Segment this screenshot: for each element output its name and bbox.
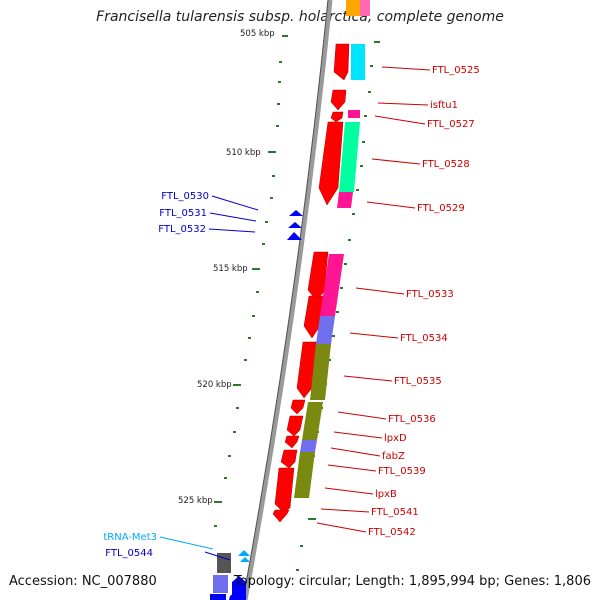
cog-box-slate-3 [213,575,228,593]
accession-text: Accession: NC_007880 [9,574,157,589]
gene-label-fabz: fabZ [382,451,405,462]
gene-label-ftl0541: FTL_0541 [371,507,419,518]
right-gene-labels: FTL_0525 isftu1 FTL_0527 FTL_0528 FTL_05… [368,65,480,538]
genome-backbone-shadow [242,0,329,600]
gene-label-trna-met3: tRNA-Met3 [103,532,157,543]
gene-arrow-ftl0544 [232,576,246,596]
gene-arrow-lpxb [274,467,295,513]
scale-label-520: 520 kbp [197,380,232,390]
gene-arrow-ftl0531 [288,222,302,228]
scale-labels: 505 kbp 510 kbp 515 kbp 520 kbp 525 kbp [178,29,275,506]
cog-box-slate-2 [300,440,317,452]
cog-box-pink-top [360,0,370,16]
cog-box-magenta [337,192,353,208]
gene-label-ftl0528: FTL_0528 [422,159,470,170]
scale-label-515: 515 kbp [213,264,248,274]
gene-label-ftl0531: FTL_0531 [159,208,207,219]
gene-arrow-fabz [284,435,300,449]
cog-box-blue [210,594,226,600]
gene-label-ftl0544: FTL_0544 [105,548,153,559]
gene-label-ftl0539: FTL_0539 [378,466,426,477]
gene-label-ftl0535: FTL_0535 [394,376,442,387]
gene-arrow-lpxd [286,415,304,437]
cog-box-cyan [351,44,365,80]
leader-trna-met3 [159,536,214,550]
gene-label-isftu1: isftu1 [430,100,458,111]
gene-arrow-isftu1 [330,89,347,111]
scale-label-505: 505 kbp [240,29,275,39]
cog-box-orange [346,0,360,16]
cog-box-olive-2 [302,402,323,440]
gene-label-ftl0536: FTL_0536 [388,414,436,425]
right-leader-lines [316,66,431,533]
blue-genes [229,210,303,600]
gene-label-ftl0529: FTL_0529 [417,203,465,214]
cog-box-green [339,122,360,192]
gene-label-ftl0534: FTL_0534 [400,333,448,344]
gene-label-ftl0542: FTL_0542 [368,527,416,538]
gene-arrow-ftl0528 [318,121,344,206]
gene-arrow-trna-met3b [240,557,250,562]
gene-label-ftl0532: FTL_0532 [158,224,206,235]
cog-box-olive-3 [294,452,315,498]
gene-arrow-ftl0525 [333,43,350,81]
topology-text: Topology: circular; Length: 1,895,994 bp… [233,574,591,589]
gene-label-ftl0525: FTL_0525 [432,65,480,76]
gene-arrow-trna-met3 [238,550,250,556]
left-gene-labels: FTL_0530 FTL_0531 FTL_0532 tRNA-Met3 FTL… [103,191,209,559]
cog-box-magenta-small [348,110,360,118]
cog-box-slate [316,316,335,344]
gene-arrow-ftl0530 [289,210,303,216]
gene-arrow-ftl0544b [229,590,246,600]
gene-arrow-ftl0541 [272,509,290,523]
cog-box-gray [217,553,231,573]
red-genes [272,43,350,523]
left-leader-lines [204,195,259,561]
gene-label-lpxb: lpxB [375,489,397,500]
gene-arrow-ftl0527 [330,111,344,123]
gene-label-lpxd: lpxD [384,433,407,444]
gene-label-ftl0527: FTL_0527 [427,119,475,130]
cog-box-olive [310,344,331,400]
map-title: Francisella tularensis subsp. holarctica… [96,9,504,25]
scale-label-510: 510 kbp [226,148,261,158]
gene-arrow-ftl0534 [303,295,324,339]
cog-box-magenta-2 [320,254,344,316]
gene-label-ftl0533: FTL_0533 [406,289,454,300]
gene-arrow-ftl0536 [290,399,306,415]
gene-arrow-ftl0539 [280,449,298,469]
gene-label-ftl0530: FTL_0530 [161,191,209,202]
cog-boxes [210,0,370,600]
scale-label-525: 525 kbp [178,496,213,506]
genome-backbone [242,0,333,600]
scale-ticks [214,35,288,527]
gene-arrow-ftl0532 [287,232,302,240]
